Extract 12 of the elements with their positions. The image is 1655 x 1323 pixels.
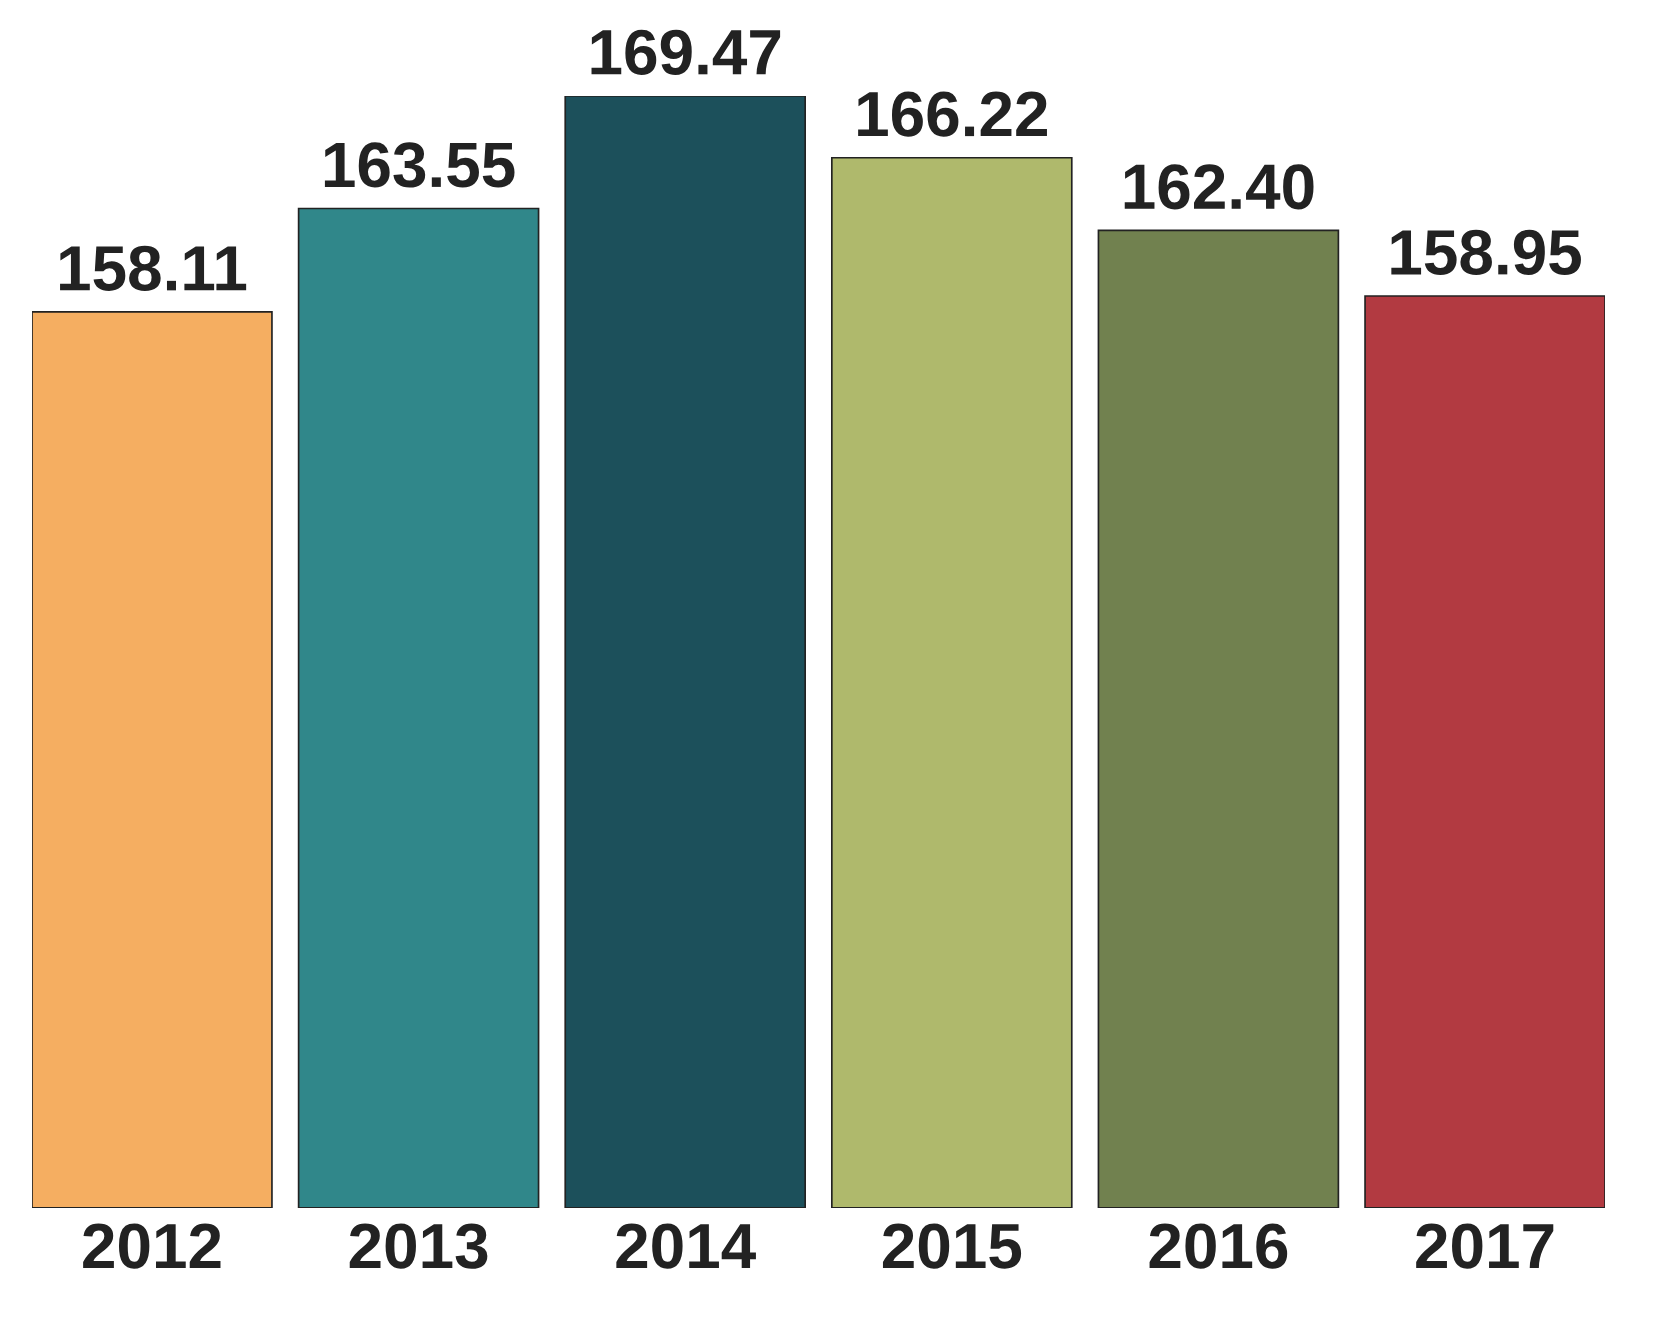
x-tick-label: 2012 (83, 1223, 221, 1269)
x-tick-label: 2015 (882, 1223, 1022, 1269)
data-label: 158.95 (1391, 229, 1581, 276)
x-tick-label: 2016 (1149, 1223, 1288, 1269)
data-label: 158.11 (60, 245, 247, 291)
data-label: 162.40 (1124, 164, 1314, 210)
data-label: 169.47 (591, 29, 781, 75)
data-label: 163.55 (324, 142, 515, 188)
x-tick-label: 2013 (349, 1223, 488, 1269)
data-label: 166.22 (858, 91, 1047, 137)
x-tick-label: 2014 (616, 1223, 756, 1269)
x-tick-label: 2017 (1416, 1223, 1554, 1269)
